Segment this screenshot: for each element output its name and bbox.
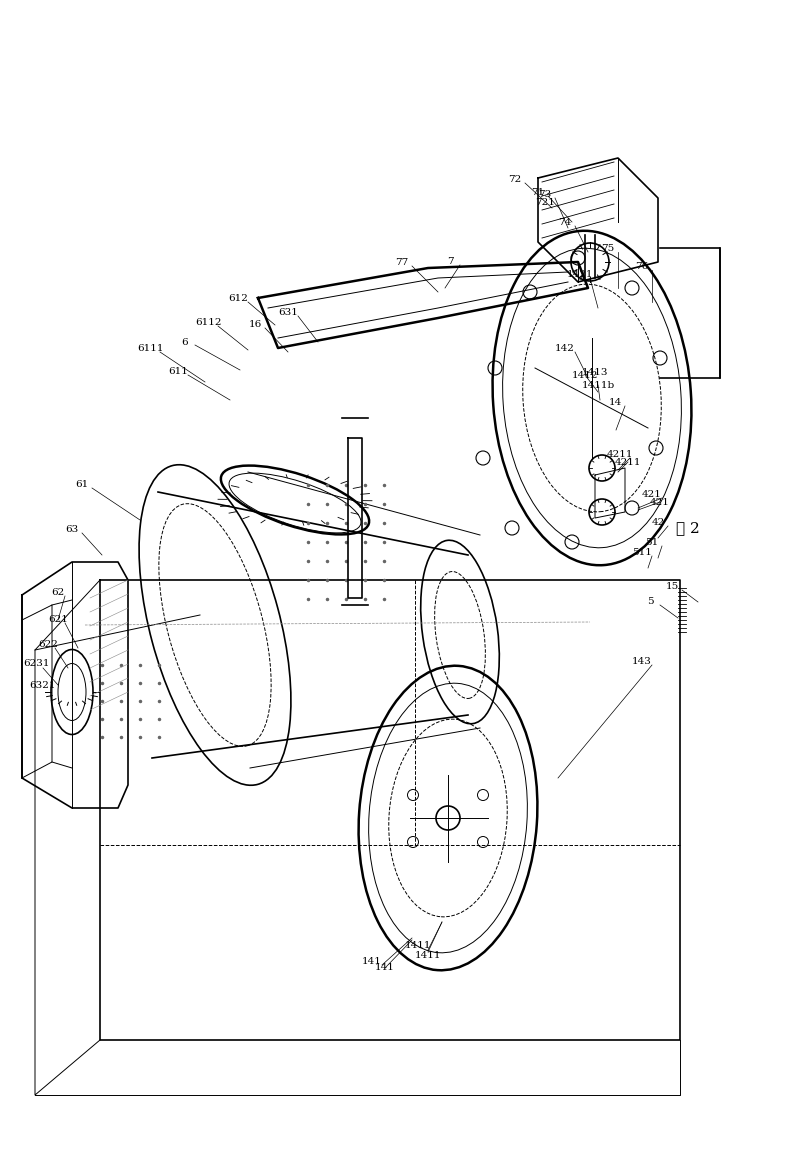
Text: 4211: 4211	[614, 457, 642, 467]
Text: 76: 76	[635, 261, 649, 271]
Text: 72: 72	[508, 175, 522, 183]
Text: 5: 5	[646, 596, 654, 606]
Text: 73: 73	[538, 189, 552, 198]
Text: 16: 16	[248, 320, 262, 328]
Text: 74: 74	[558, 217, 572, 226]
Text: 141: 141	[375, 964, 395, 972]
Text: 6: 6	[182, 337, 188, 347]
Text: 1413: 1413	[582, 368, 608, 377]
Text: 71: 71	[531, 188, 545, 196]
Text: 511: 511	[632, 547, 652, 557]
Text: 611: 611	[168, 366, 188, 376]
Text: 61: 61	[75, 480, 89, 489]
Text: 631: 631	[278, 307, 298, 316]
Text: 6112: 6112	[194, 317, 222, 327]
Text: 1421: 1421	[566, 270, 594, 279]
Text: 62: 62	[51, 587, 65, 596]
Text: 142: 142	[555, 343, 575, 352]
Text: 1411b: 1411b	[582, 380, 614, 390]
Text: 图 2: 图 2	[676, 520, 700, 534]
Text: 4211: 4211	[606, 449, 634, 459]
Text: 421: 421	[642, 489, 662, 498]
Text: 51: 51	[646, 538, 658, 546]
Text: 141: 141	[362, 957, 382, 965]
Text: 6321: 6321	[29, 680, 55, 690]
Text: 14: 14	[608, 398, 622, 406]
Text: 15: 15	[666, 581, 678, 591]
Text: 622: 622	[38, 640, 58, 649]
Text: 143: 143	[632, 657, 652, 665]
Text: 621: 621	[48, 615, 68, 623]
Text: 1412: 1412	[572, 370, 598, 379]
Text: 6231: 6231	[22, 659, 50, 669]
Text: 77: 77	[395, 258, 409, 266]
Text: 721: 721	[535, 197, 555, 207]
Text: 7: 7	[446, 257, 454, 266]
Text: 612: 612	[228, 293, 248, 302]
Text: 75: 75	[602, 244, 614, 252]
Text: 421: 421	[650, 497, 670, 506]
Text: 6111: 6111	[137, 343, 163, 352]
Text: 1411: 1411	[414, 950, 442, 959]
Text: 42: 42	[651, 517, 665, 526]
Text: 1411: 1411	[405, 942, 431, 950]
Text: 63: 63	[66, 524, 78, 533]
